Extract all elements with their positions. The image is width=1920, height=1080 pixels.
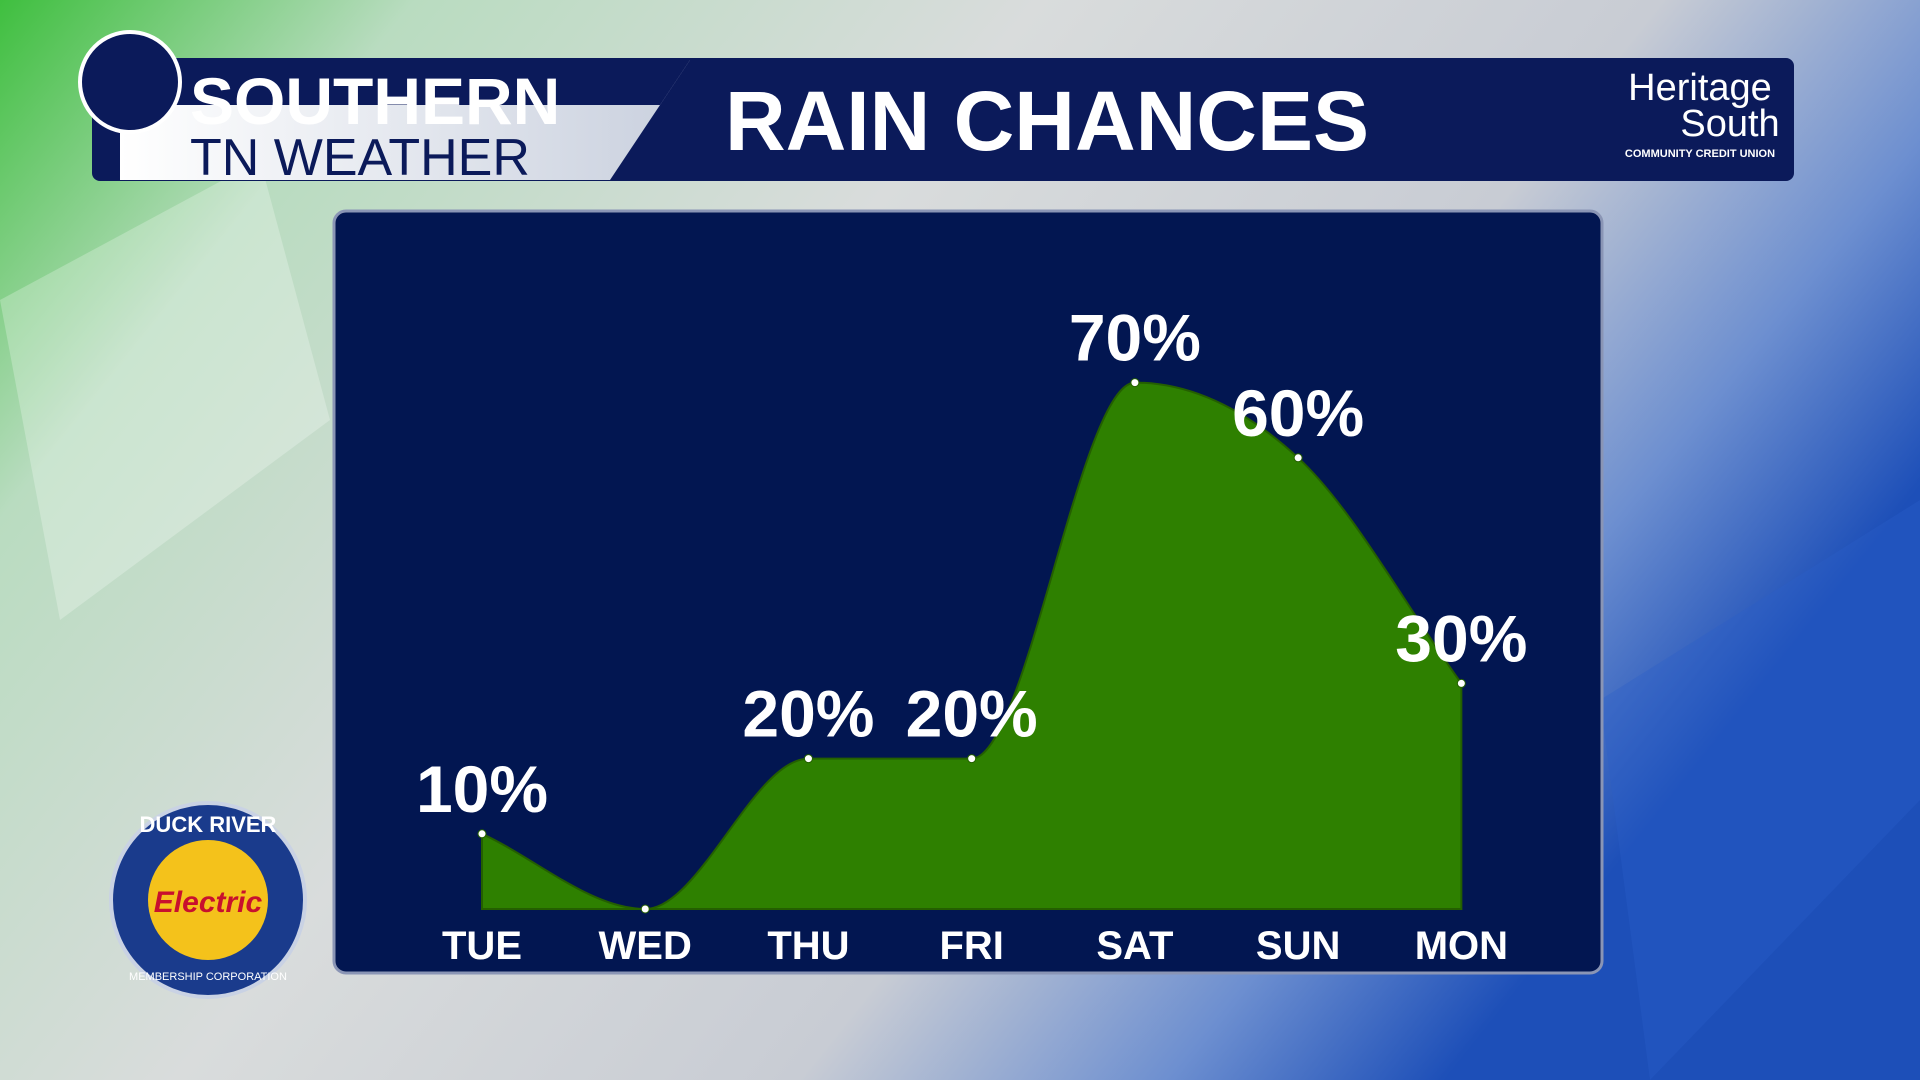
rain-area	[481, 381, 1463, 911]
background-shape	[1600, 500, 1920, 1080]
value-label: 20%	[742, 677, 874, 751]
plot: 10% TUE WED 20% THU 20% FRI 70% SAT 60% SUN 30% MON	[416, 301, 1527, 968]
brand-line1: SOUTHERN	[190, 64, 560, 138]
value-label: 10%	[416, 752, 548, 826]
data-point	[640, 904, 650, 914]
data-point	[1293, 453, 1303, 463]
badge-middle: Electric	[154, 886, 263, 919]
x-tick-label: SAT	[1096, 924, 1173, 968]
sponsor-line1: Heritage	[1628, 67, 1772, 109]
background-shape	[0, 160, 330, 620]
value-label: 30%	[1395, 601, 1527, 675]
brand-line2: TN WEATHER	[190, 129, 530, 187]
badge-top: DUCK RIVER	[140, 812, 277, 837]
value-label: 20%	[906, 677, 1038, 751]
data-point	[477, 829, 487, 839]
data-point	[1130, 378, 1140, 388]
x-tick-label: SUN	[1256, 924, 1340, 968]
sponsor-line3: COMMUNITY CREDIT UNION	[1625, 148, 1775, 160]
x-tick-label: THU	[767, 924, 849, 968]
badge-center	[148, 840, 268, 960]
star-emblem	[78, 30, 182, 134]
data-point	[803, 754, 813, 764]
x-tick-label: WED	[599, 924, 692, 968]
x-tick-label: MON	[1415, 924, 1508, 968]
sponsor-line2: South	[1680, 103, 1779, 145]
value-label: 70%	[1069, 301, 1201, 375]
x-tick-label: FRI	[939, 924, 1003, 968]
brand-plate-top	[120, 60, 690, 105]
data-point	[1456, 678, 1466, 688]
data-point	[967, 754, 977, 764]
value-label: 60%	[1232, 376, 1364, 450]
chart-title: RAIN CHANCES	[725, 74, 1369, 168]
badge-bottom: MEMBERSHIP CORPORATION	[129, 971, 287, 983]
x-tick-label: TUE	[442, 924, 522, 968]
